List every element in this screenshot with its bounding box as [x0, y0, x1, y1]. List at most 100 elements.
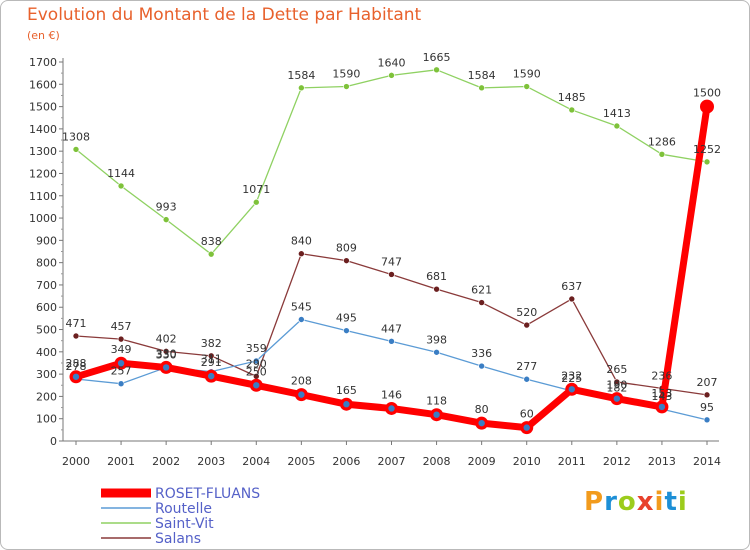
y-tick-label: 700 — [36, 279, 57, 292]
series-point — [343, 257, 350, 264]
series-point-inner — [72, 373, 80, 380]
series-point-inner — [433, 411, 440, 418]
series-point-inner — [388, 405, 395, 412]
data-label: 80 — [475, 403, 489, 416]
logo-letter: i — [654, 487, 665, 517]
series-point — [72, 332, 80, 340]
series-point — [478, 299, 485, 306]
series-point — [162, 348, 170, 355]
y-tick-label: 1700 — [29, 56, 57, 69]
series-point — [613, 378, 621, 386]
data-label: 290 — [246, 357, 267, 370]
series-point — [703, 416, 711, 424]
series-point — [298, 316, 305, 323]
series-point-inner — [658, 403, 666, 411]
x-tick-label: 2003 — [197, 455, 225, 468]
data-label: 1590 — [513, 68, 541, 81]
y-tick-label: 1000 — [29, 212, 57, 225]
legend-label-routelle: Routelle — [155, 501, 212, 517]
series-point — [523, 83, 531, 90]
series-point-inner — [478, 419, 485, 427]
x-tick-label: 2004 — [242, 455, 270, 468]
series-point — [700, 99, 714, 114]
data-label: 311 — [201, 353, 222, 366]
data-label: 257 — [111, 365, 132, 378]
y-tick-label: 1100 — [29, 190, 57, 203]
y-tick-label: 1500 — [29, 101, 57, 114]
data-label: 349 — [111, 343, 132, 356]
data-label: 236 — [651, 369, 672, 382]
series-point-inner — [117, 359, 125, 367]
data-label: 1590 — [332, 68, 360, 81]
x-tick-label: 2008 — [423, 455, 451, 468]
data-label: 225 — [561, 372, 582, 385]
data-label: 232 — [561, 369, 582, 382]
chart-subtitle: (en €) — [27, 29, 60, 42]
x-tick-label: 2014 — [693, 455, 721, 468]
data-label: 398 — [426, 333, 447, 346]
data-label: 471 — [66, 317, 87, 330]
data-label: 495 — [336, 312, 357, 325]
data-label: 265 — [606, 363, 627, 376]
logo-letter: o — [617, 487, 637, 517]
series-point-inner — [343, 401, 350, 408]
series-point — [703, 391, 711, 399]
series-point-inner — [568, 386, 575, 393]
data-label: 520 — [516, 306, 537, 319]
data-label: 60 — [520, 408, 534, 421]
data-label: 153 — [651, 387, 672, 400]
x-tick-label: 2013 — [648, 455, 676, 468]
series-point — [343, 83, 350, 90]
series-point — [207, 250, 215, 258]
data-label: 637 — [561, 280, 582, 293]
data-label: 840 — [291, 235, 312, 248]
data-label: 250 — [246, 365, 267, 378]
x-tick-label: 2007 — [378, 455, 406, 468]
series-point-inner — [208, 372, 215, 380]
legend-label-roset-fluans: ROSET-FLUANS — [155, 486, 260, 502]
data-label: 277 — [516, 360, 537, 373]
data-label: 165 — [336, 384, 357, 397]
data-label: 457 — [111, 320, 132, 333]
series-point — [207, 352, 215, 360]
y-tick-label: 600 — [36, 301, 57, 314]
chart-title: Evolution du Montant de la Dette par Hab… — [27, 5, 422, 25]
data-label: 545 — [291, 300, 312, 313]
y-tick-label: 1200 — [29, 167, 57, 180]
logo-letter: i — [677, 487, 688, 517]
data-label: 402 — [156, 332, 177, 345]
series-point-inner — [613, 395, 621, 402]
data-label: 291 — [201, 356, 222, 369]
series-point — [72, 146, 80, 153]
x-tick-label: 2000 — [62, 455, 90, 468]
data-label: 330 — [156, 348, 177, 361]
logo-letter: t — [664, 487, 678, 517]
data-label: 95 — [700, 401, 714, 414]
data-label: 278 — [66, 360, 87, 373]
y-tick-label: 1600 — [29, 78, 57, 91]
series-point-inner — [162, 364, 170, 371]
series-line-saint-vit — [75, 69, 708, 255]
data-label: 330 — [156, 347, 177, 360]
data-label: 993 — [156, 201, 177, 214]
series-point — [478, 362, 485, 370]
y-tick-label: 0 — [50, 435, 57, 448]
y-tick-label: 200 — [36, 390, 57, 403]
series-point — [252, 198, 260, 206]
series-point — [523, 321, 531, 329]
data-label: 190 — [606, 379, 627, 392]
y-tick-label: 500 — [36, 324, 57, 337]
data-label: 1308 — [62, 130, 90, 143]
data-label: 1071 — [242, 183, 270, 196]
x-tick-label: 2010 — [513, 455, 541, 468]
data-label: 208 — [291, 375, 312, 388]
series-point — [568, 106, 576, 114]
data-label: 1640 — [378, 56, 406, 69]
y-tick-label: 400 — [36, 346, 57, 359]
series-point — [298, 84, 305, 92]
series-point — [388, 271, 395, 278]
series-point — [433, 348, 440, 356]
series-point-inner — [298, 391, 305, 398]
data-label: 1584 — [287, 69, 315, 82]
